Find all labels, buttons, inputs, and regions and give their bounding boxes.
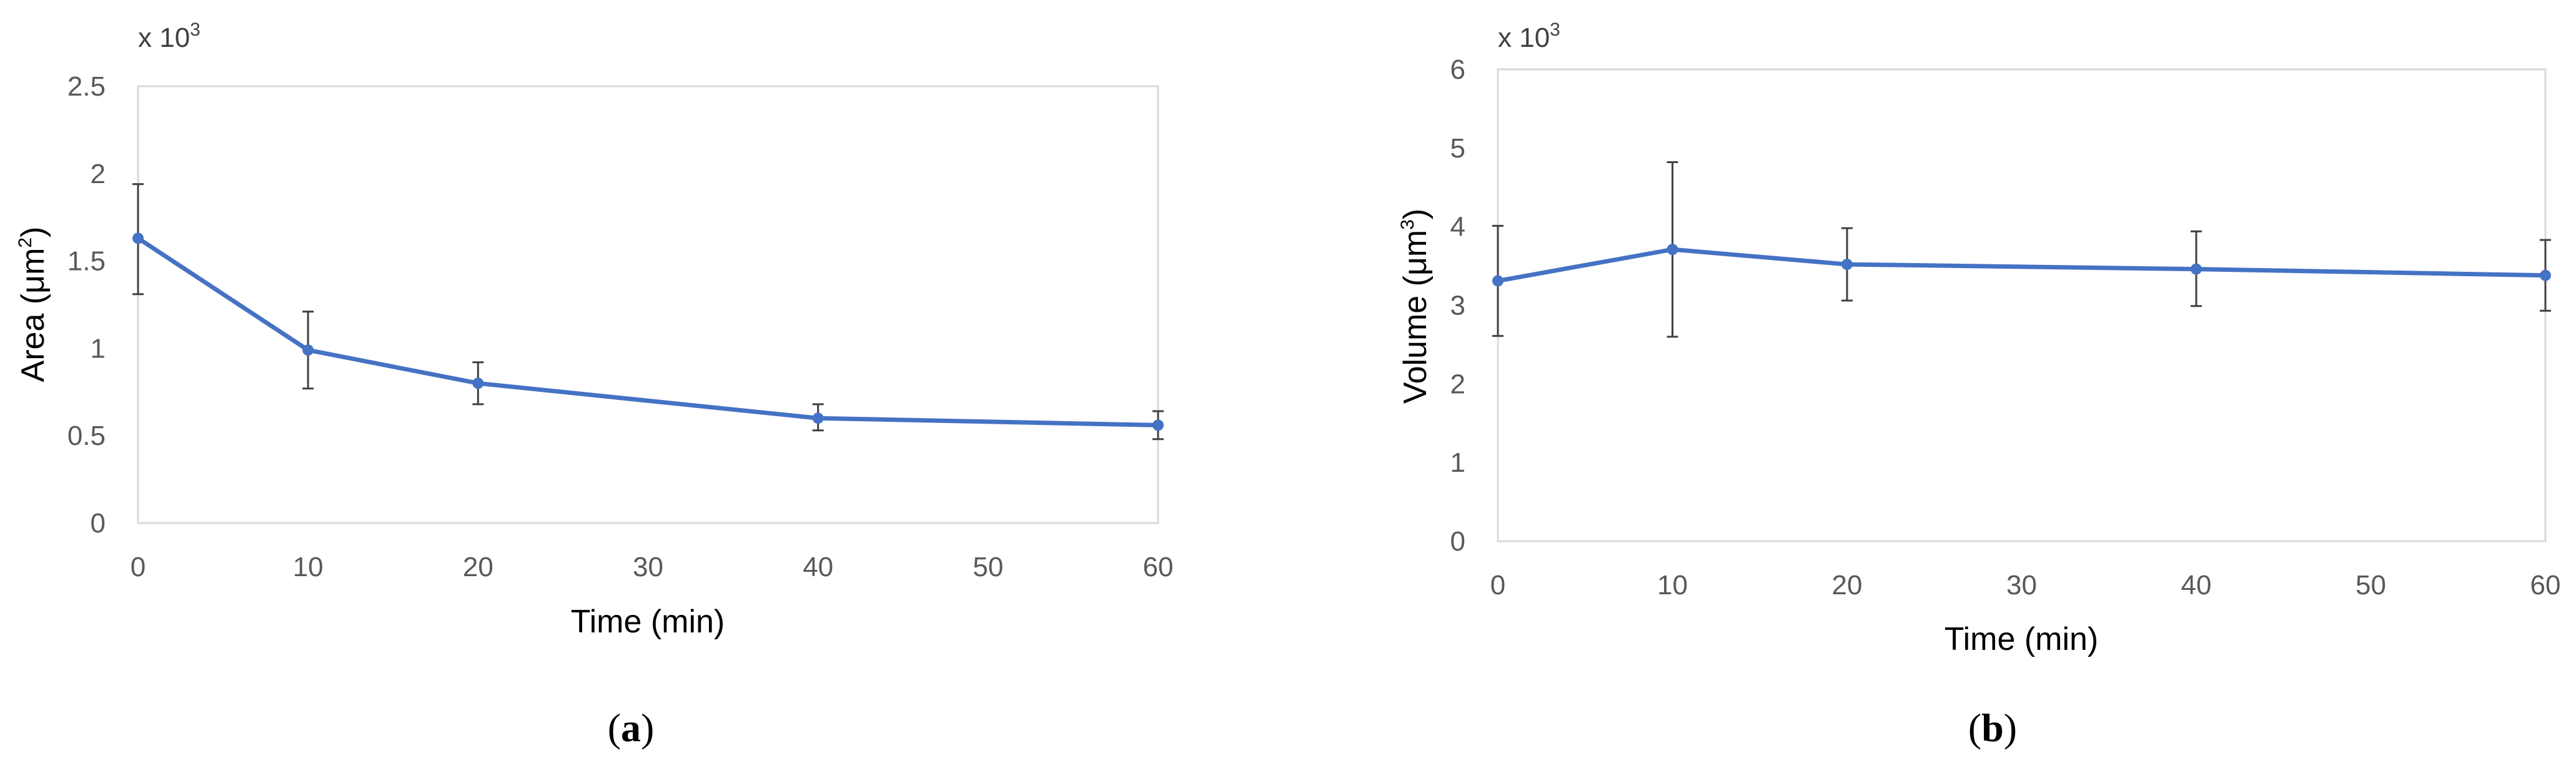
chart-b-y-tick-label: 4 — [1450, 212, 1465, 242]
chart-a-y-axis-title: Area (μm2) — [15, 227, 51, 382]
chart-a-y-tick-label: 0.5 — [67, 421, 106, 451]
chart-a-x-tick-label: 10 — [293, 552, 324, 582]
chart-a-x-tick-label: 60 — [1143, 552, 1174, 582]
chart-b-x-tick-label: 60 — [2530, 570, 2561, 601]
chart-b-x-tick-label: 20 — [1832, 570, 1863, 601]
chart-b-y-tick-label: 6 — [1450, 54, 1465, 85]
chart-b-data-point — [2540, 269, 2551, 281]
chart-a-y-tick-label: 1.5 — [67, 246, 106, 277]
chart-a-x-tick-label: 0 — [131, 552, 146, 582]
chart-a: x 103 0 10 20 30 40 50 60 0 0.5 1 1.5 2 2.5 Time (m… — [15, 19, 1173, 750]
chart-a-multiplier: x 103 — [138, 19, 201, 53]
chart-a-data-point — [812, 412, 824, 424]
chart-b-y-tick-label: 0 — [1450, 526, 1465, 557]
chart-a-data-point — [132, 232, 144, 244]
chart-b-data-point — [2191, 263, 2202, 275]
chart-a-data-point — [472, 377, 484, 389]
chart-b-y-tick-label: 1 — [1450, 447, 1465, 478]
chart-b-error-bars — [1492, 161, 2551, 338]
chart-b-y-ticks: 0 1 2 3 4 5 6 — [1450, 54, 1465, 557]
chart-b-data-point — [1667, 244, 1678, 256]
chart-b-series-line — [1497, 247, 2546, 283]
chart-b-x-tick-label: 0 — [1490, 570, 1505, 601]
chart-a-points — [132, 232, 1164, 431]
chart-a-data-point — [1152, 419, 1164, 431]
chart-b-y-tick-label: 5 — [1450, 133, 1465, 164]
chart-b: x 103 0 10 20 30 40 50 60 0 1 2 3 4 5 6 Time (min) V… — [1397, 19, 2560, 750]
chart-a-x-axis-title: Time (min) — [571, 604, 725, 640]
chart-b-y-tick-label: 3 — [1450, 291, 1465, 321]
chart-b-data-point — [1492, 275, 1503, 287]
chart-b-points — [1492, 244, 2551, 287]
chart-b-panel-label: (b) — [1968, 706, 2017, 750]
chart-a-x-tick-label: 50 — [973, 552, 1003, 582]
chart-a-y-tick-label: 1 — [91, 333, 106, 364]
chart-a-x-tick-label: 20 — [463, 552, 493, 582]
chart-a-data-point — [302, 344, 314, 356]
chart-a-panel-label: (a) — [608, 706, 655, 750]
chart-b-x-tick-label: 30 — [2006, 570, 2037, 601]
chart-b-x-tick-label: 40 — [2181, 570, 2212, 601]
chart-b-y-axis-title: Volume (μm3) — [1397, 209, 1434, 404]
chart-b-x-tick-label: 50 — [2356, 570, 2386, 601]
chart-b-x-ticks: 0 10 20 30 40 50 60 — [1490, 570, 2561, 601]
chart-a-series-line — [137, 236, 1159, 427]
chart-a-x-tick-label: 30 — [633, 552, 663, 582]
chart-a-x-tick-label: 40 — [803, 552, 833, 582]
chart-b-data-point — [1841, 259, 1853, 271]
chart-b-y-tick-label: 2 — [1450, 369, 1465, 399]
chart-a-y-tick-label: 0 — [91, 508, 106, 539]
chart-a-y-tick-label: 2 — [91, 159, 106, 189]
chart-a-x-ticks: 0 10 20 30 40 50 60 — [131, 552, 1174, 582]
chart-a-y-ticks: 0 0.5 1 1.5 2 2.5 — [67, 71, 106, 539]
chart-b-multiplier: x 103 — [1498, 19, 1560, 53]
chart-a-plot-frame — [137, 85, 1159, 524]
chart-b-x-axis-title: Time (min) — [1944, 621, 2099, 657]
chart-a-y-tick-label: 2.5 — [67, 71, 106, 102]
chart-b-plot-frame — [1497, 68, 2547, 542]
chart-b-x-tick-label: 10 — [1657, 570, 1688, 601]
